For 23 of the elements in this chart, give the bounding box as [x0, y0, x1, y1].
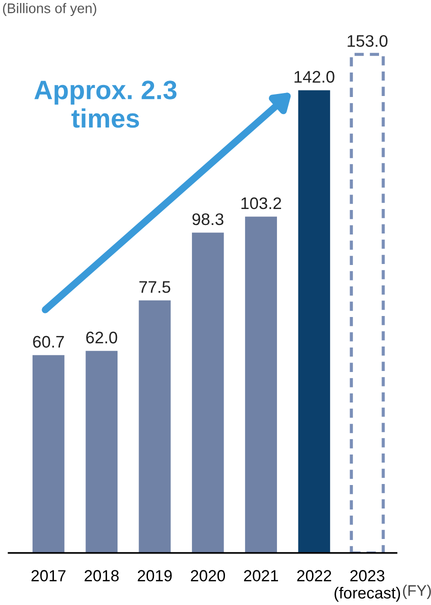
bar	[298, 90, 330, 553]
data-label: 103.2	[241, 197, 282, 210]
y-axis-title: (Billions of yen)	[3, 3, 96, 16]
data-label: 98.3	[192, 213, 224, 226]
x-tick-label: 2019	[138, 570, 172, 582]
data-label: 62.0	[86, 332, 118, 344]
data-label: 60.7	[33, 336, 64, 348]
x-tick-label: 2017	[32, 570, 66, 582]
data-label: 142.0	[294, 70, 334, 83]
bar	[138, 300, 171, 553]
bar	[32, 355, 64, 553]
x-tick-label: 2022	[297, 570, 332, 582]
x-axis-title: (FY)	[403, 584, 431, 599]
bar	[245, 216, 277, 553]
data-label: 153.0	[348, 35, 388, 47]
annotation: Approx. 2.3 times	[34, 80, 176, 128]
bar	[192, 232, 224, 553]
x-tick-label: 2020	[190, 570, 226, 582]
x-tick-label: 2023 (forecast)	[334, 570, 400, 602]
data-label: 77.5	[139, 281, 170, 293]
x-tick-label: 2018	[84, 570, 119, 582]
x-tick-label: 2021	[244, 570, 278, 582]
bar	[86, 350, 118, 553]
